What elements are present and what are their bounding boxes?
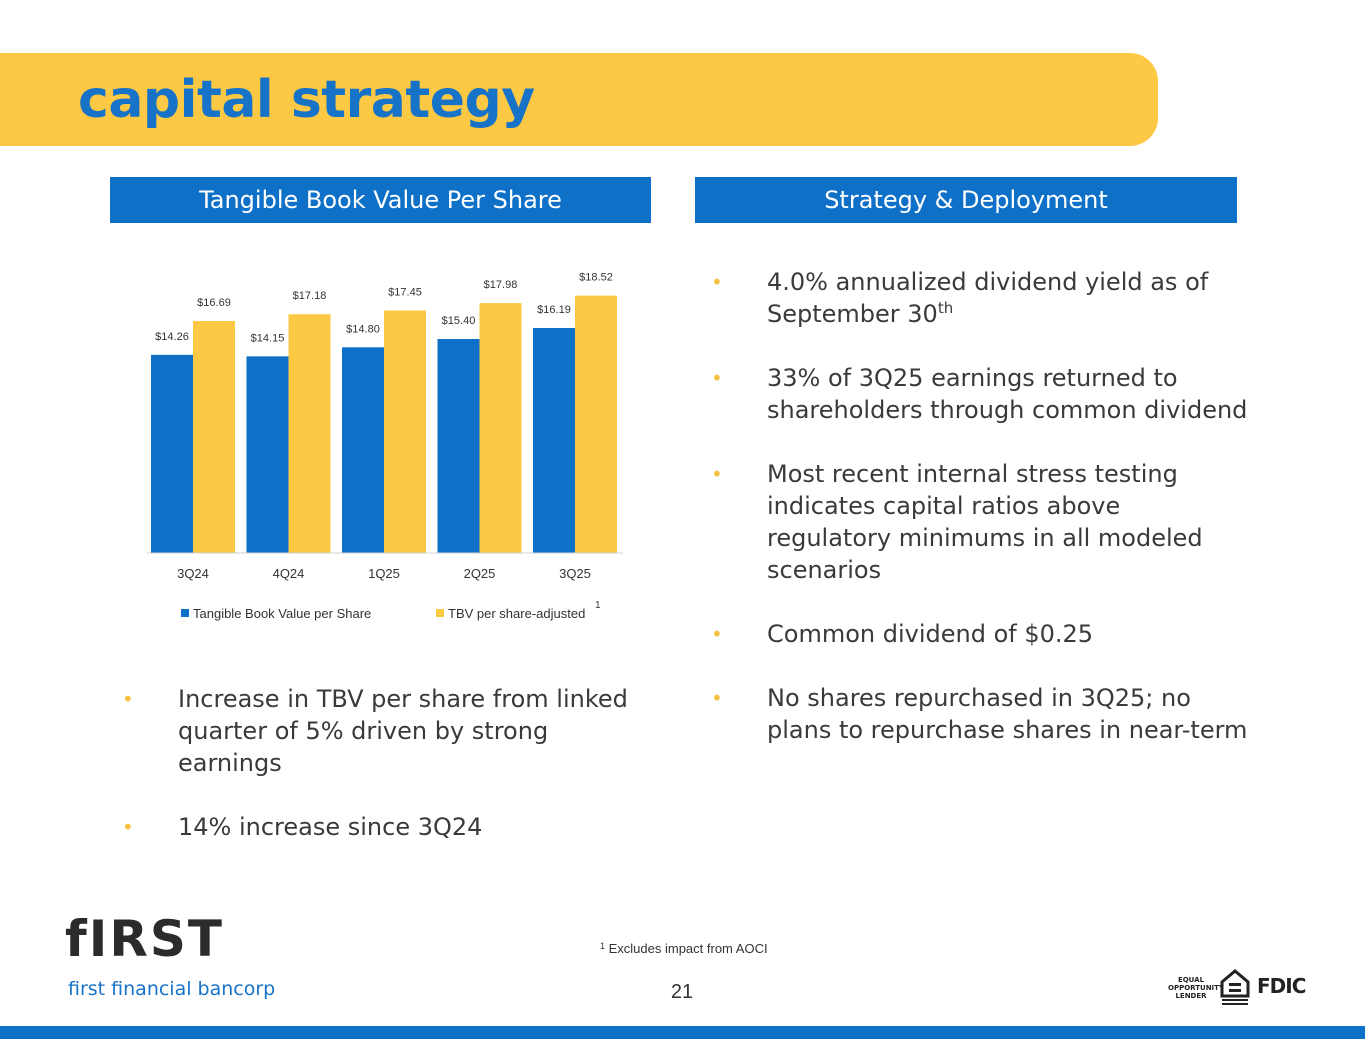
data-label: $14.80 xyxy=(346,323,380,335)
footnote: 1 Excludes impact from AOCI xyxy=(600,941,768,956)
strategy-bullet-list: • 4.0% annualized dividend yield as of Se… xyxy=(711,266,1251,778)
first-financial-logo: fIRST first financial bancorp xyxy=(60,910,275,1005)
logo-wordmark: fIRST xyxy=(65,910,224,968)
page-number: 21 xyxy=(670,981,694,1003)
legend-swatch xyxy=(181,609,189,617)
tbv-bar-chart: $14.26 $16.69 3Q24 $14.15 $17.18 4Q24 $14.80 $1… xyxy=(147,272,623,621)
page-title: capital strategy xyxy=(78,70,535,130)
footnote-marker: 1 xyxy=(600,941,606,951)
bar-tbv-adjusted xyxy=(288,314,331,553)
bullet-icon: • xyxy=(122,815,134,839)
bar-tbv xyxy=(437,338,480,553)
data-label: $16.19 xyxy=(537,304,571,316)
legend-swatch xyxy=(436,609,444,617)
bar-tbv xyxy=(151,354,193,553)
strategy-bullet-text: 33% of 3Q25 earnings returned to shareho… xyxy=(767,364,1248,424)
strategy-bullet-text: No shares repurchased in 3Q25; no plans … xyxy=(767,684,1248,744)
strategy-bullet-text: Most recent internal stress testing indi… xyxy=(767,460,1203,584)
bar-tbv-adjusted xyxy=(384,310,426,553)
bullet-icon: • xyxy=(711,622,723,646)
bullet-icon: • xyxy=(711,686,723,710)
strategy-bullet-item: • Most recent internal stress testing ind… xyxy=(711,458,1251,586)
bullet-icon: • xyxy=(711,462,723,486)
bullet-icon: • xyxy=(122,687,134,711)
equal-opportunity-lender-badge: EQUAL OPPORTUNITY LENDER xyxy=(1168,976,1225,1000)
strategy-bullet-item: • 33% of 3Q25 earnings returned to shareh… xyxy=(711,362,1251,426)
data-label: $17.98 xyxy=(484,279,518,291)
bar-tbv-adjusted xyxy=(479,303,522,553)
x-tick-label: 3Q24 xyxy=(177,566,209,581)
bullet-icon: • xyxy=(711,366,723,390)
data-label: $15.40 xyxy=(442,315,476,327)
data-label: $14.15 xyxy=(251,332,285,344)
strategy-bullet-item: • 4.0% annualized dividend yield as of Se… xyxy=(711,266,1251,330)
bar-tbv xyxy=(533,328,575,553)
bottom-bar xyxy=(0,1026,1365,1039)
strategy-bullet-text: Common dividend of $0.25 xyxy=(767,620,1094,648)
strategy-bullet-item: • No shares repurchased in 3Q25; no plans… xyxy=(711,682,1251,746)
legend-label: Tangible Book Value per Share xyxy=(193,606,371,621)
x-tick-label: 1Q25 xyxy=(368,566,400,581)
strategy-bullet-superscript: th xyxy=(937,299,954,317)
tbv-bullet-list: • Increase in TBV per share from linked q… xyxy=(122,683,642,875)
bar-tbv-adjusted xyxy=(575,295,617,553)
equal-housing-lender-icon xyxy=(1220,969,1250,1005)
data-label: $18.52 xyxy=(579,272,613,284)
bar-tbv xyxy=(342,347,384,553)
bullet-icon: • xyxy=(711,270,723,294)
tbv-bullet-text: Increase in TBV per share from linked qu… xyxy=(178,685,628,777)
title-band xyxy=(0,53,1158,146)
data-label: $16.69 xyxy=(197,297,231,309)
tbv-section-header: Tangible Book Value Per Share xyxy=(110,177,651,223)
fdic-badge: FDIC xyxy=(1257,974,1306,998)
legend-label: TBV per share-adjusted xyxy=(448,606,585,621)
bar-tbv-adjusted xyxy=(193,321,235,553)
footnote-text: Excludes impact from AOCI xyxy=(605,941,768,956)
strategy-section-header: Strategy & Deployment xyxy=(695,177,1237,223)
tbv-bullet-text: 14% increase since 3Q24 xyxy=(178,813,483,841)
tbv-bullet-item: • Increase in TBV per share from linked q… xyxy=(122,683,642,779)
logo-subtitle: first financial bancorp xyxy=(68,978,276,1000)
bar-tbv xyxy=(246,356,289,553)
data-label: $17.18 xyxy=(293,290,327,302)
x-tick-label: 2Q25 xyxy=(464,566,496,581)
x-tick-label: 3Q25 xyxy=(559,566,591,581)
regulatory-badges: EQUAL OPPORTUNITY LENDER FDIC xyxy=(1168,968,1308,1008)
x-tick-label: 4Q24 xyxy=(273,566,305,581)
legend-footnote-marker: 1 xyxy=(595,600,601,611)
data-label: $17.45 xyxy=(388,286,422,298)
tbv-bullet-item: • 14% increase since 3Q24 xyxy=(122,811,642,843)
data-label: $14.26 xyxy=(155,331,189,343)
strategy-bullet-text: 4.0% annualized dividend yield as of Sep… xyxy=(767,268,1209,328)
strategy-bullet-item: • Common dividend of $0.25 xyxy=(711,618,1251,650)
